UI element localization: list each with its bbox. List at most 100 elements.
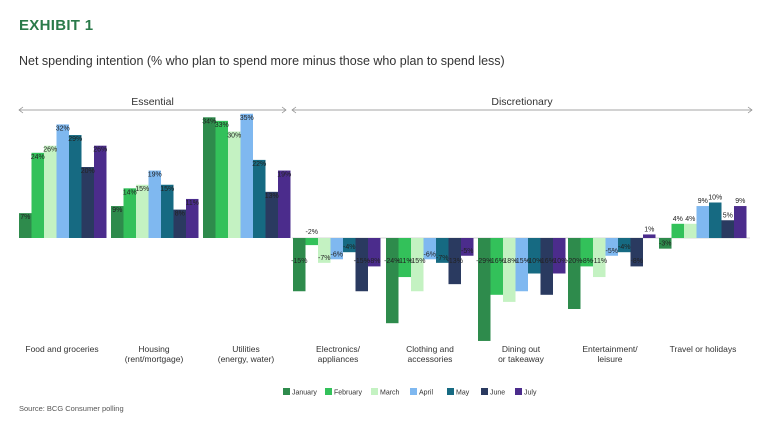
group-arrow-right-essential bbox=[281, 106, 287, 114]
bar-clothing-and-accessories-march bbox=[411, 238, 424, 292]
data-label-dining-out-or-takeaway-january: -29% bbox=[476, 258, 492, 265]
legend-swatch-february bbox=[325, 388, 332, 395]
data-label-entertainment-leisure-january: -20% bbox=[566, 258, 582, 265]
data-label-food-and-groceries-april: 32% bbox=[56, 125, 70, 132]
data-label-entertainment-leisure-july: 1% bbox=[644, 226, 654, 233]
bar-entertainment-leisure-april bbox=[605, 238, 618, 256]
data-label-housing-rent-mortgage-april: 19% bbox=[148, 172, 162, 179]
bar-food-and-groceries-february bbox=[31, 152, 44, 238]
data-label-entertainment-leisure-june: -8% bbox=[631, 258, 643, 265]
bar-travel-or-holidays-january bbox=[659, 238, 672, 249]
data-label-housing-rent-mortgage-july: 11% bbox=[186, 200, 200, 207]
bar-travel-or-holidays-march bbox=[684, 223, 697, 238]
bar-dining-out-or-takeaway-april bbox=[515, 238, 528, 292]
group-label-essential: Essential bbox=[131, 96, 174, 108]
bar-clothing-and-accessories-january bbox=[386, 238, 399, 324]
data-label-utilities-energy-water-february: 33% bbox=[215, 122, 229, 129]
data-label-utilities-energy-water-april: 35% bbox=[240, 115, 254, 122]
bar-utilities-energy-water-february bbox=[215, 120, 228, 238]
bar-electronics-appliances-march bbox=[318, 238, 331, 263]
bar-entertainment-leisure-march bbox=[593, 238, 606, 278]
data-label-electronics-appliances-june: -15% bbox=[354, 258, 370, 265]
bar-clothing-and-accessories-june bbox=[448, 238, 461, 285]
legend-label-june: June bbox=[490, 390, 505, 397]
data-label-food-and-groceries-january: 7% bbox=[20, 214, 30, 221]
category-label-food-and-groceries: Food and groceries bbox=[25, 344, 98, 354]
data-label-clothing-and-accessories-july: -5% bbox=[461, 248, 473, 255]
legend-label-february: February bbox=[334, 390, 363, 397]
bar-housing-rent-mortgage-march bbox=[136, 184, 149, 238]
legend-label-march: March bbox=[380, 390, 400, 397]
data-label-housing-rent-mortgage-february: 14% bbox=[123, 189, 137, 196]
bar-entertainment-leisure-june bbox=[630, 238, 643, 267]
bar-utilities-energy-water-march bbox=[228, 131, 241, 238]
category-label-utilities-energy-water-line2: (energy, water) bbox=[218, 354, 275, 364]
category-label-utilities-energy-water: Utilities bbox=[232, 344, 259, 354]
bar-electronics-appliances-january bbox=[293, 238, 306, 292]
data-label-utilities-energy-water-may: 22% bbox=[252, 161, 266, 168]
exhibit-title: EXHIBIT 1 bbox=[19, 17, 94, 34]
bar-electronics-appliances-june bbox=[355, 238, 368, 292]
data-label-utilities-energy-water-june: 13% bbox=[265, 193, 279, 200]
source-note: Source: BCG Consumer polling bbox=[19, 404, 124, 413]
bar-dining-out-or-takeaway-february bbox=[490, 238, 503, 295]
bar-travel-or-holidays-june bbox=[721, 220, 734, 238]
data-label-clothing-and-accessories-april: -6% bbox=[424, 251, 436, 258]
bar-travel-or-holidays-july bbox=[734, 206, 747, 238]
data-label-clothing-and-accessories-february: -11% bbox=[397, 258, 413, 265]
data-label-entertainment-leisure-february: -8% bbox=[581, 258, 593, 265]
data-label-housing-rent-mortgage-june: 8% bbox=[175, 211, 185, 218]
data-label-entertainment-leisure-march: -11% bbox=[591, 258, 607, 265]
data-label-travel-or-holidays-april: 9% bbox=[698, 198, 708, 205]
data-label-travel-or-holidays-february: 4% bbox=[673, 216, 683, 223]
data-label-housing-rent-mortgage-may: 15% bbox=[160, 186, 174, 193]
bar-travel-or-holidays-february bbox=[671, 223, 684, 238]
data-label-housing-rent-mortgage-march: 15% bbox=[135, 186, 149, 193]
data-label-travel-or-holidays-june: 5% bbox=[723, 212, 733, 219]
bar-utilities-energy-water-april bbox=[240, 113, 253, 238]
category-label-dining-out-or-takeaway: Dining out bbox=[502, 344, 541, 354]
data-label-electronics-appliances-march: -7% bbox=[318, 255, 330, 262]
bar-electronics-appliances-july bbox=[368, 238, 381, 267]
bar-housing-rent-mortgage-february bbox=[123, 188, 136, 238]
data-label-food-and-groceries-june: 20% bbox=[81, 168, 95, 175]
category-label-entertainment-leisure: Entertainment/ bbox=[582, 344, 638, 354]
legend-swatch-july bbox=[515, 388, 522, 395]
bar-food-and-groceries-july bbox=[94, 145, 107, 238]
bar-food-and-groceries-june bbox=[81, 167, 94, 238]
bar-electronics-appliances-april bbox=[330, 238, 343, 260]
data-label-housing-rent-mortgage-january: 9% bbox=[112, 207, 122, 214]
bar-food-and-groceries-may bbox=[69, 135, 82, 238]
data-label-electronics-appliances-february: -2% bbox=[306, 229, 318, 236]
legend-label-april: April bbox=[419, 390, 433, 397]
data-label-dining-out-or-takeaway-may: -10% bbox=[526, 258, 542, 265]
bar-electronics-appliances-may bbox=[343, 238, 356, 253]
group-label-discretionary: Discretionary bbox=[491, 96, 553, 108]
legend-swatch-march bbox=[371, 388, 378, 395]
data-label-food-and-groceries-july: 26% bbox=[93, 147, 107, 154]
chart-subtitle: Net spending intention (% who plan to sp… bbox=[19, 54, 505, 68]
data-label-utilities-energy-water-january: 34% bbox=[202, 118, 216, 125]
legend-swatch-june bbox=[481, 388, 488, 395]
data-label-dining-out-or-takeaway-march: -18% bbox=[501, 258, 517, 265]
category-label-clothing-and-accessories-line2: accessories bbox=[408, 354, 453, 364]
bar-utilities-energy-water-june bbox=[265, 191, 278, 238]
data-label-travel-or-holidays-march: 4% bbox=[685, 216, 695, 223]
data-label-entertainment-leisure-may: -4% bbox=[618, 244, 630, 251]
data-label-clothing-and-accessories-january: -24% bbox=[384, 258, 400, 265]
category-label-travel-or-holidays: Travel or holidays bbox=[670, 344, 737, 354]
category-label-electronics-appliances: Electronics/ bbox=[316, 344, 361, 354]
bar-food-and-groceries-january bbox=[19, 213, 32, 238]
data-label-electronics-appliances-january: -15% bbox=[291, 258, 307, 265]
data-label-electronics-appliances-april: -6% bbox=[331, 251, 343, 258]
bar-dining-out-or-takeaway-june bbox=[540, 238, 553, 295]
group-arrow-right-discretionary bbox=[747, 106, 753, 114]
legend-label-january: January bbox=[292, 390, 317, 397]
bar-housing-rent-mortgage-july bbox=[186, 198, 199, 238]
bar-travel-or-holidays-april bbox=[696, 206, 709, 238]
data-label-travel-or-holidays-may: 10% bbox=[708, 195, 722, 202]
data-label-clothing-and-accessories-may: -7% bbox=[436, 255, 448, 262]
bar-utilities-energy-water-january bbox=[203, 117, 216, 238]
data-label-dining-out-or-takeaway-april: -15% bbox=[514, 258, 530, 265]
legend-swatch-may bbox=[447, 388, 454, 395]
